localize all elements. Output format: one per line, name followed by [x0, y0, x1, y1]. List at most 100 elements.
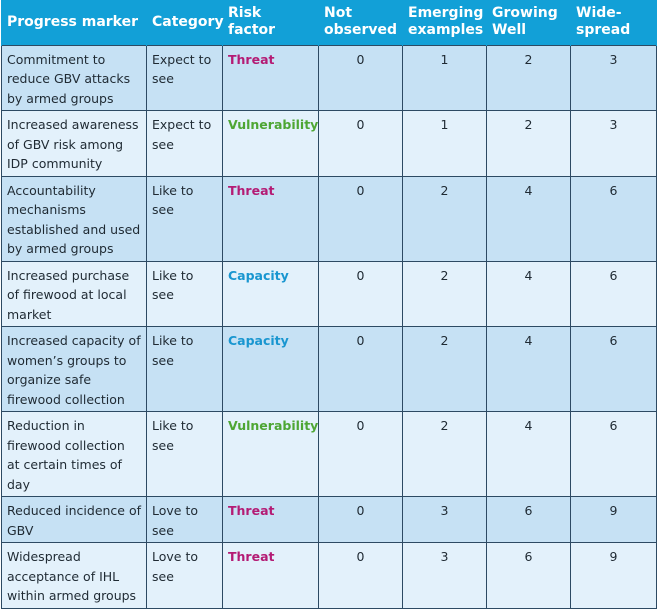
progress-marker-text: Increased purchase of firewood at local …: [7, 267, 130, 322]
growing-well-cell: 4: [486, 175, 571, 262]
emerging-examples-text: 1: [440, 117, 449, 132]
risk-factor-cell: Capacity: [222, 326, 319, 412]
widespread-cell: 9: [570, 496, 657, 543]
growing-well-cell: 2: [486, 110, 571, 177]
category-text: Like to see: [152, 182, 194, 218]
risk-factor-label: Vulnerability: [228, 117, 319, 132]
emerging-examples-text: 1: [440, 51, 449, 67]
category-text: Expect to see: [152, 51, 212, 87]
header-growing-well: Growing Well: [486, 0, 571, 45]
table-row: Increased purchase of firewood at local …: [1, 260, 657, 327]
emerging-examples-text: 3: [440, 549, 449, 564]
not-observed-text: 0: [356, 549, 365, 564]
widespread-text: 9: [609, 503, 618, 518]
growing-well-cell: 4: [486, 326, 571, 412]
header-not-observed: Not observed: [318, 0, 403, 45]
progress-marker-text: Accountability mechanisms established an…: [7, 182, 141, 257]
risk-factor-cell: Vulnerability: [222, 411, 319, 497]
category-text: Love to see: [152, 503, 199, 538]
widespread-text: 3: [609, 51, 618, 67]
progress-marker-text: Increased awareness of GBV risk among ID…: [7, 117, 139, 171]
growing-well-cell: 4: [486, 260, 571, 327]
growing-well-cell: 6: [486, 496, 571, 543]
table-row: Increased awareness of GBV risk among ID…: [1, 110, 657, 177]
risk-factor-cell: Threat: [222, 496, 319, 543]
category-cell: Expect to see: [146, 44, 223, 111]
emerging-examples-cell: 2: [402, 411, 487, 497]
table-row: Reduction in firewood collection at cert…: [1, 411, 657, 497]
not-observed-cell: 0: [318, 411, 403, 497]
not-observed-text: 0: [356, 117, 365, 132]
risk-factor-label: Threat: [228, 549, 275, 564]
table-header-row: Progress marker Category Risk factor Not…: [1, 0, 657, 45]
not-observed-cell: 0: [318, 44, 403, 111]
table-body: Commitment to reduce GBV attacks by arme…: [1, 44, 657, 609]
growing-well-text: 6: [524, 503, 533, 518]
progress-marker-text: Widespread acceptance of IHL within arme…: [7, 549, 137, 603]
category-cell: Expect to see: [146, 110, 223, 177]
widespread-cell: 6: [570, 260, 657, 327]
category-text: Like to see: [152, 267, 194, 303]
header-progress-marker: Progress marker: [1, 0, 147, 45]
table-row: Commitment to reduce GBV attacks by arme…: [1, 44, 657, 111]
widespread-cell: 6: [570, 326, 657, 412]
emerging-examples-cell: 2: [402, 260, 487, 327]
progress-marker-cell: Commitment to reduce GBV attacks by arme…: [1, 44, 147, 111]
growing-well-text: 2: [524, 51, 533, 67]
table-row: Widespread acceptance of IHL within arme…: [1, 542, 657, 609]
emerging-examples-cell: 1: [402, 110, 487, 177]
category-cell: Like to see: [146, 411, 223, 497]
progress-marker-cell: Widespread acceptance of IHL within arme…: [1, 542, 147, 609]
widespread-text: 9: [609, 549, 618, 564]
category-text: Love to see: [152, 549, 199, 584]
table-row: Accountability mechanisms established an…: [1, 175, 657, 262]
header-category: Category: [146, 0, 224, 45]
category-text: Like to see: [152, 333, 194, 368]
emerging-examples-text: 2: [440, 267, 449, 283]
progress-marker-text: Increased capacity of women’s groups to …: [7, 333, 141, 407]
emerging-examples-cell: 3: [402, 542, 487, 609]
category-text: Expect to see: [152, 117, 212, 152]
widespread-cell: 6: [570, 411, 657, 497]
header-widespread: Wide-spread: [570, 0, 657, 45]
not-observed-cell: 0: [318, 542, 403, 609]
progress-marker-cell: Increased capacity of women’s groups to …: [1, 326, 147, 412]
not-observed-cell: 0: [318, 110, 403, 177]
growing-well-text: 4: [524, 333, 533, 348]
growing-well-cell: 4: [486, 411, 571, 497]
risk-factor-cell: Capacity: [222, 260, 319, 327]
widespread-text: 6: [609, 267, 618, 283]
progress-marker-cell: Accountability mechanisms established an…: [1, 175, 147, 262]
emerging-examples-cell: 2: [402, 326, 487, 412]
table-row: Increased capacity of women’s groups to …: [1, 326, 657, 412]
not-observed-cell: 0: [318, 326, 403, 412]
not-observed-cell: 0: [318, 175, 403, 262]
category-cell: Like to see: [146, 260, 223, 327]
risk-factor-label: Threat: [228, 182, 275, 198]
category-cell: Like to see: [146, 326, 223, 412]
widespread-text: 6: [609, 333, 618, 348]
widespread-cell: 3: [570, 44, 657, 111]
widespread-cell: 9: [570, 542, 657, 609]
progress-marker-cell: Increased purchase of firewood at local …: [1, 260, 147, 327]
progress-marker-cell: Reduced incidence of GBV: [1, 496, 147, 543]
emerging-examples-cell: 1: [402, 44, 487, 111]
growing-well-text: 2: [524, 117, 533, 132]
not-observed-text: 0: [356, 333, 365, 348]
risk-factor-cell: Threat: [222, 542, 319, 609]
category-cell: Like to see: [146, 175, 223, 262]
growing-well-text: 6: [524, 549, 533, 564]
emerging-examples-text: 2: [440, 333, 449, 348]
header-risk-factor: Risk factor: [222, 0, 319, 45]
widespread-cell: 6: [570, 175, 657, 262]
progress-marker-cell: Increased awareness of GBV risk among ID…: [1, 110, 147, 177]
growing-well-text: 4: [524, 418, 533, 433]
emerging-examples-text: 2: [440, 182, 449, 198]
emerging-examples-cell: 2: [402, 175, 487, 262]
risk-factor-label: Capacity: [228, 267, 289, 283]
risk-factor-label: Capacity: [228, 333, 289, 348]
risk-factor-label: Threat: [228, 51, 275, 67]
not-observed-cell: 0: [318, 260, 403, 327]
progress-marker-text: Reduced incidence of GBV: [7, 503, 142, 538]
